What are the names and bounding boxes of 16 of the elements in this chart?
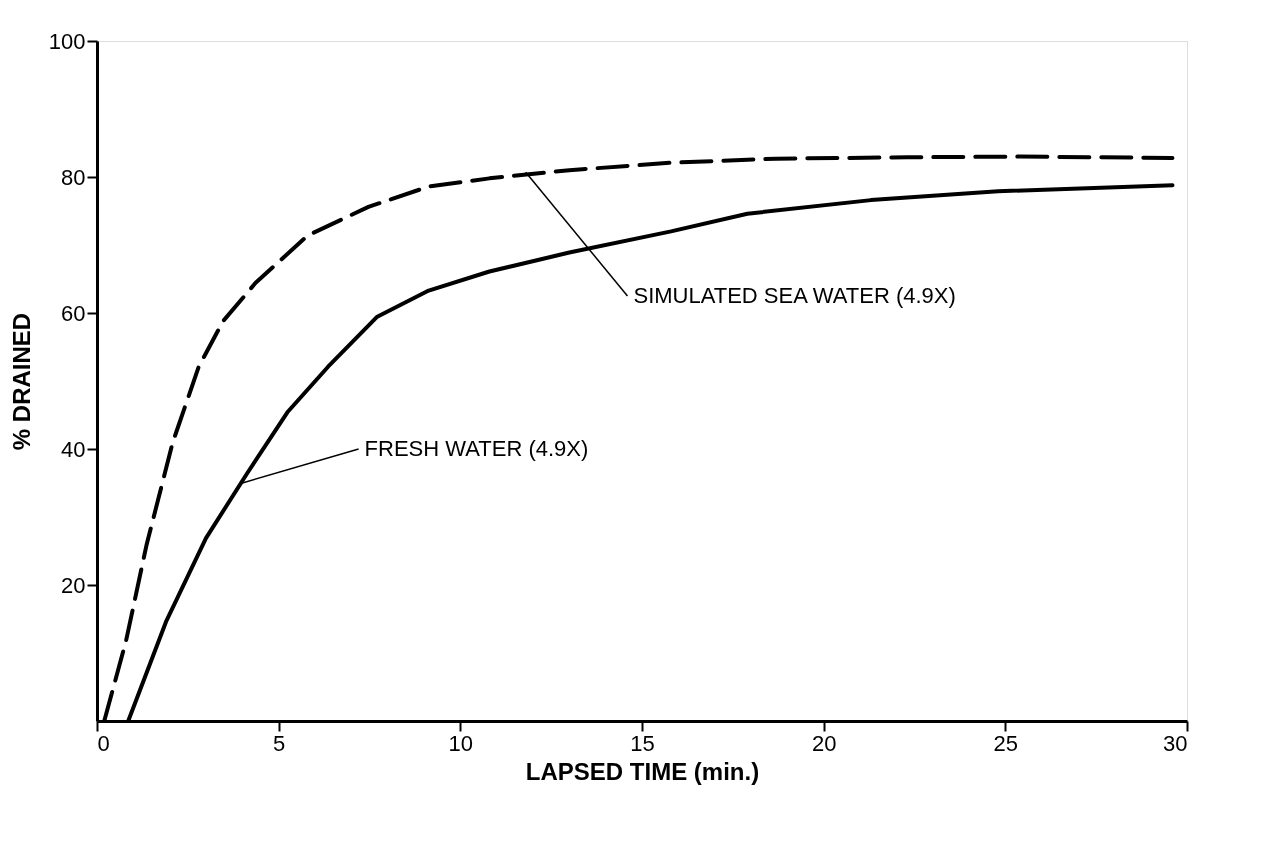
x-tick-label: 25	[993, 730, 1019, 756]
x-tick-label: 15	[630, 730, 655, 756]
y-tick-label: 40	[61, 436, 86, 462]
x-tick-label: 20	[811, 730, 837, 756]
y-tick-label: 20	[61, 572, 86, 598]
x-tick-label: 0	[97, 730, 110, 756]
x-tick-label: 10	[448, 730, 474, 756]
y-axis-title: % DRAINED	[7, 312, 35, 451]
y-tick-label: 60	[61, 300, 86, 326]
x-tick-label: 5	[273, 730, 286, 756]
y-tick-label: 80	[61, 164, 86, 190]
y-tick-label: 100	[48, 28, 86, 54]
x-axis-title: LAPSED TIME (min.)	[525, 757, 760, 785]
annotation: SIMULATED SEA WATER (4.9X)	[633, 283, 956, 308]
x-tick-label: 30	[1163, 730, 1188, 756]
annotation: FRESH WATER (4.9X)	[364, 436, 589, 461]
